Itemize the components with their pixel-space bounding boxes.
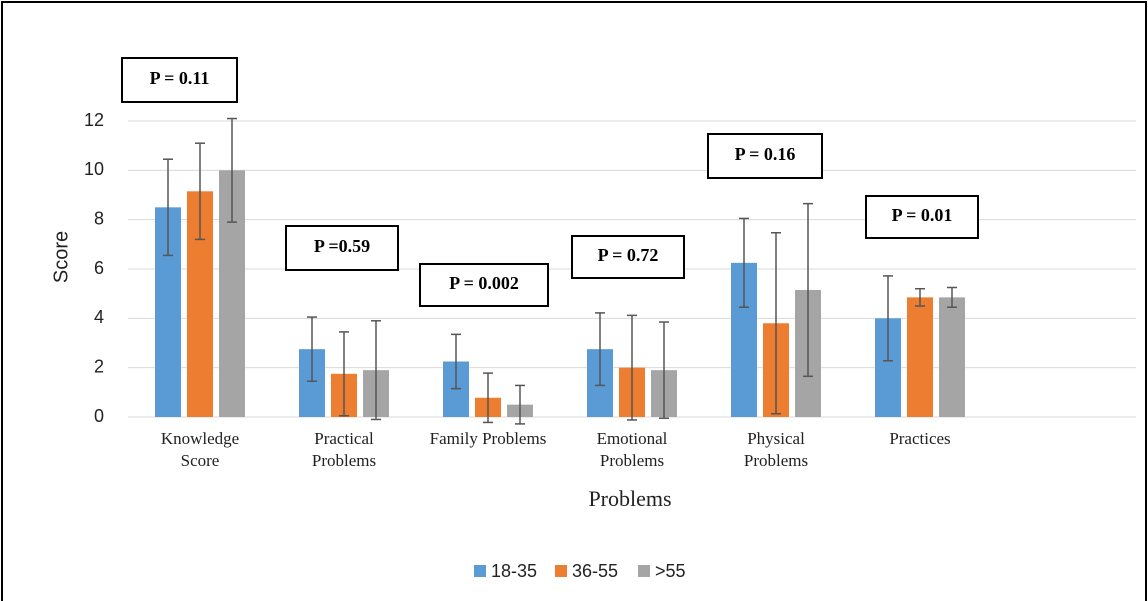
error-bar	[451, 333, 461, 390]
x-tick-label-box: Emotional Problems	[596, 429, 668, 470]
y-tick-label: 8	[94, 208, 104, 228]
annotation: P = 0.72	[598, 245, 659, 265]
annotation: P = 0.002	[449, 273, 519, 293]
annotation-box	[419, 263, 549, 307]
error-bar	[339, 331, 349, 417]
annotation: P = 0.01	[892, 205, 953, 225]
x-tick-label: Practices	[889, 429, 951, 448]
annotation-box	[121, 57, 238, 103]
legend-label: 36-55	[572, 561, 618, 581]
x-tick-label-box: Knowledge Score	[160, 429, 240, 470]
x-tick-label-box: Practical Problems	[311, 429, 377, 470]
legend-label: >55	[655, 561, 686, 581]
x-tick-label: Knowledge Score	[160, 429, 240, 470]
legend-swatch	[474, 565, 486, 577]
error-bar	[227, 117, 237, 223]
error-bar	[307, 316, 317, 382]
annotation: P =0.59	[314, 236, 370, 256]
annotation-box	[707, 133, 823, 179]
y-tick-label: 12	[84, 110, 104, 130]
error-bar	[371, 320, 381, 421]
annotation-box	[285, 225, 399, 271]
error-bar	[659, 321, 669, 419]
bar	[939, 297, 965, 417]
x-tick-label: Emotional Problems	[596, 429, 668, 470]
y-tick-label: 6	[94, 258, 104, 278]
error-bar	[163, 158, 173, 257]
error-bar	[195, 142, 205, 241]
error-bar	[771, 231, 781, 415]
x-tick-label: Practical Problems	[311, 429, 377, 470]
y-tick-label: 2	[94, 356, 104, 376]
y-tick-label: 0	[94, 406, 104, 426]
annotation: P = 0.11	[150, 68, 210, 88]
bar	[907, 297, 933, 417]
error-bar	[947, 286, 957, 308]
error-bar	[595, 312, 605, 387]
x-tick-label-box: Family Problems	[429, 429, 547, 448]
legend-swatch	[555, 565, 567, 577]
error-bar	[915, 287, 925, 307]
error-bar	[515, 384, 525, 425]
x-tick-label-box: Practices	[889, 429, 951, 448]
legend-swatch	[638, 565, 650, 577]
x-tick-label-box: Physical Problems	[743, 429, 809, 470]
error-bar	[883, 275, 893, 362]
annotation: P = 0.16	[735, 144, 796, 164]
annotation-box	[865, 195, 979, 239]
error-bar	[627, 314, 637, 421]
error-bar	[803, 202, 813, 378]
x-tick-label: Physical Problems	[743, 429, 809, 470]
x-axis-label: Problems	[588, 486, 671, 511]
x-tick-label: Family Problems	[429, 429, 547, 448]
error-bar	[483, 372, 493, 424]
legend-label: 18-35	[491, 561, 537, 581]
y-tick-label: 4	[94, 307, 104, 327]
y-axis-label: Score	[50, 231, 72, 283]
annotation-box	[571, 235, 685, 279]
y-tick-label: 10	[84, 159, 104, 179]
error-bar	[739, 217, 749, 308]
